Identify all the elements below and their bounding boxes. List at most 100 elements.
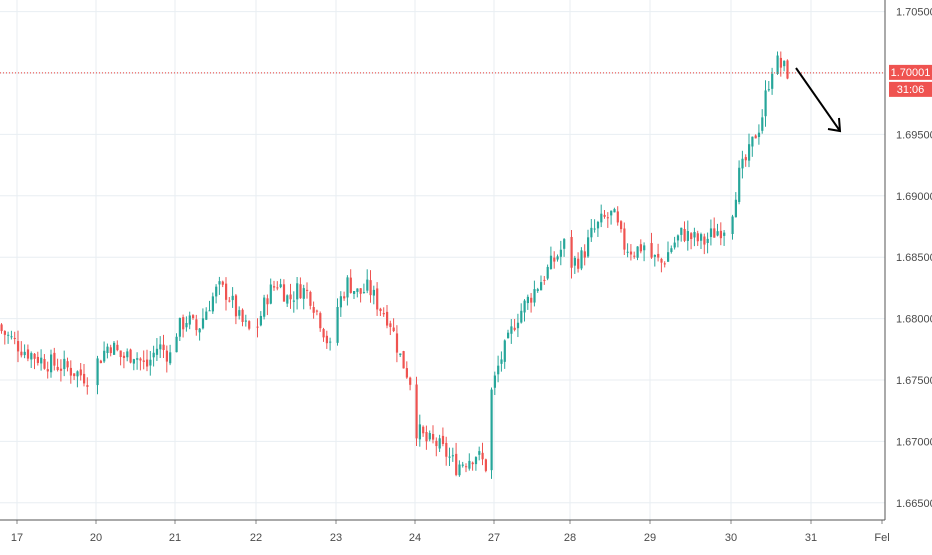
candle-down [530, 297, 533, 303]
candle-up [231, 295, 234, 301]
candle-up [96, 358, 99, 386]
candle-up [686, 231, 689, 241]
candle-down [234, 295, 238, 317]
candle-up [700, 234, 703, 241]
candle-down [683, 229, 686, 241]
candle-up [132, 359, 135, 364]
candle-down [369, 280, 372, 296]
candle-up [372, 289, 375, 296]
candle-up [748, 144, 751, 161]
candle-up [680, 227, 683, 235]
candle-down [343, 296, 346, 299]
candle-down [543, 279, 546, 281]
candle-up [428, 433, 431, 440]
candle-up [593, 228, 596, 230]
candle-up [448, 456, 451, 458]
candle-down [256, 326, 259, 328]
candle-up [76, 371, 79, 377]
candle-down [779, 57, 782, 68]
x-tick-label: Fel [874, 532, 889, 544]
candle-up [366, 279, 369, 291]
y-tick-label: 1.67500 [896, 375, 932, 387]
candle-up [580, 250, 583, 269]
candle-up [590, 227, 593, 238]
candle-up [418, 424, 421, 440]
candle-down [405, 368, 408, 378]
candle-down [570, 236, 573, 268]
candle-up [783, 60, 786, 67]
candle-up [490, 389, 493, 471]
grid-layer [0, 0, 885, 520]
candle-up [263, 297, 266, 317]
candle-down [99, 360, 102, 364]
y-tick-label: 1.66500 [896, 498, 932, 510]
candle-down [66, 361, 69, 368]
candle-down [465, 466, 468, 468]
candle-up [474, 457, 478, 465]
candle-up [693, 231, 696, 238]
candle-up [198, 328, 201, 333]
candle-down [142, 360, 145, 362]
candle-up [279, 284, 282, 288]
candle-up [238, 310, 241, 316]
candle-down [3, 331, 6, 335]
candle-up [676, 235, 680, 241]
candle-up [103, 350, 106, 362]
y-tick-label: 1.68000 [896, 314, 932, 326]
candle-up [723, 232, 726, 236]
x-tick-label: 24 [409, 532, 421, 544]
candle-up [556, 256, 559, 260]
candle-up [155, 348, 159, 355]
candle-up [523, 300, 526, 313]
x-tick-label: 21 [169, 532, 181, 544]
candle-down [162, 344, 165, 351]
x-tick-label: 28 [564, 532, 576, 544]
candle-down [620, 221, 623, 230]
candle-down [276, 287, 279, 289]
candle-down [425, 432, 428, 442]
candle-down [754, 135, 757, 139]
candle-down [282, 284, 286, 302]
candle-up [292, 300, 295, 302]
candle-up [169, 352, 172, 364]
candle-down [289, 294, 292, 300]
candle-down [606, 217, 609, 219]
candle-down [623, 228, 626, 250]
countdown-tag [889, 81, 932, 97]
candle-up [10, 336, 13, 338]
y-tick-label: 1.69500 [896, 129, 932, 141]
candle-up [302, 288, 305, 299]
candle-up [510, 326, 513, 334]
candle-up [149, 359, 152, 366]
candle-up [761, 117, 764, 131]
candle-up [563, 239, 566, 249]
candle-down [182, 317, 185, 330]
x-tick-label: 20 [90, 532, 102, 544]
candle-up [709, 228, 713, 237]
candle-up [461, 464, 464, 466]
candle-down [46, 369, 49, 372]
candle-down [13, 337, 16, 339]
candle-up [269, 284, 272, 304]
candle-up [218, 281, 221, 285]
countdown-label: 31:06 [897, 84, 925, 96]
candle-up [201, 318, 205, 329]
candle-down [484, 459, 487, 471]
candle-up [468, 460, 471, 469]
candle-up [600, 213, 603, 223]
candle-up [329, 341, 332, 343]
candle-up [152, 352, 155, 358]
candle-up [215, 286, 218, 297]
candle-down [409, 377, 412, 385]
candle-down [86, 385, 89, 387]
candle-up [731, 216, 734, 234]
candle-up [211, 296, 214, 312]
candle-up [596, 221, 600, 229]
candle-down [56, 366, 59, 370]
candle-up [734, 199, 737, 218]
candle-down [386, 311, 389, 326]
candle-down [445, 442, 448, 457]
candle-layer [0, 51, 789, 479]
candle-down [513, 327, 516, 330]
y-tick-label: 1.68500 [896, 252, 932, 264]
